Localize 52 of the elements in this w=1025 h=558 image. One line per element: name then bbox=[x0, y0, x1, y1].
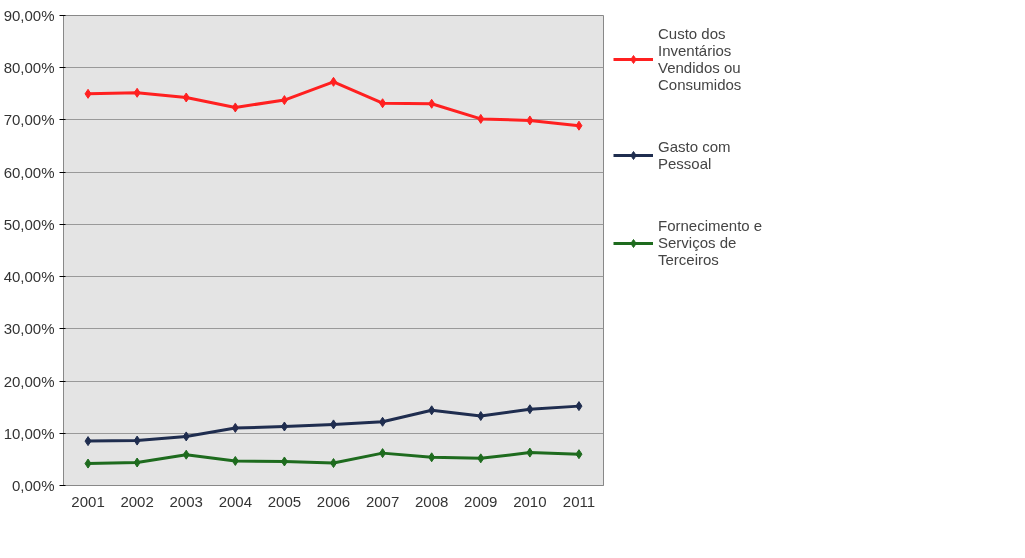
point bbox=[231, 423, 239, 434]
point bbox=[231, 455, 239, 466]
y-tick-label: 20,00% bbox=[3, 372, 55, 390]
x-tick-label: 2006 bbox=[316, 492, 351, 510]
point bbox=[526, 447, 534, 458]
point bbox=[133, 457, 141, 468]
y-tick-label: 40,00% bbox=[3, 268, 55, 286]
x-tick-label: 2005 bbox=[267, 492, 302, 510]
point bbox=[379, 416, 387, 427]
x-tick-label: 2011 bbox=[562, 492, 596, 510]
point bbox=[428, 98, 436, 109]
point bbox=[133, 87, 141, 98]
x-tick-label: 2009 bbox=[464, 492, 498, 510]
y-tick-label: 60,00% bbox=[3, 163, 55, 181]
point bbox=[477, 453, 485, 464]
x-tick-label: 2002 bbox=[120, 492, 154, 510]
x-tick-label: 2001 bbox=[71, 492, 105, 510]
point bbox=[575, 449, 583, 460]
point bbox=[428, 405, 436, 416]
legend-label: Gasto com Pessoal bbox=[658, 138, 731, 172]
legend-label: Custo dos Inventários Vendidos ou Consumidos bbox=[658, 25, 742, 93]
y-tick-label: 10,00% bbox=[3, 424, 55, 442]
point bbox=[526, 404, 534, 415]
y-tick-label: 50,00% bbox=[3, 215, 55, 233]
point bbox=[84, 88, 92, 99]
point bbox=[575, 120, 583, 131]
point bbox=[379, 448, 387, 459]
point bbox=[379, 98, 387, 109]
point bbox=[280, 421, 288, 432]
point bbox=[84, 436, 92, 447]
point bbox=[182, 92, 190, 103]
y-tick-label: 80,00% bbox=[3, 59, 55, 77]
point bbox=[231, 102, 239, 113]
y-tick-label: 0,00% bbox=[11, 477, 55, 494]
point bbox=[526, 115, 534, 126]
point bbox=[428, 452, 436, 463]
point bbox=[477, 411, 485, 422]
point bbox=[477, 113, 485, 124]
y-tick-label: 90,00% bbox=[3, 7, 55, 24]
x-tick-label: 2004 bbox=[218, 492, 253, 510]
x-tick-label: 2010 bbox=[513, 492, 547, 510]
point bbox=[84, 458, 92, 469]
point bbox=[575, 401, 583, 412]
point bbox=[182, 449, 190, 460]
y-tick-label: 30,00% bbox=[3, 320, 55, 338]
point bbox=[133, 435, 141, 446]
x-tick-label: 2008 bbox=[415, 492, 449, 510]
point bbox=[182, 431, 190, 442]
x-tick-label: 2003 bbox=[169, 492, 203, 510]
x-tick-label: 2007 bbox=[365, 492, 400, 510]
legend-label: Fornecimento e Serviços de Terceiros bbox=[658, 217, 763, 268]
y-tick-label: 70,00% bbox=[3, 111, 55, 129]
